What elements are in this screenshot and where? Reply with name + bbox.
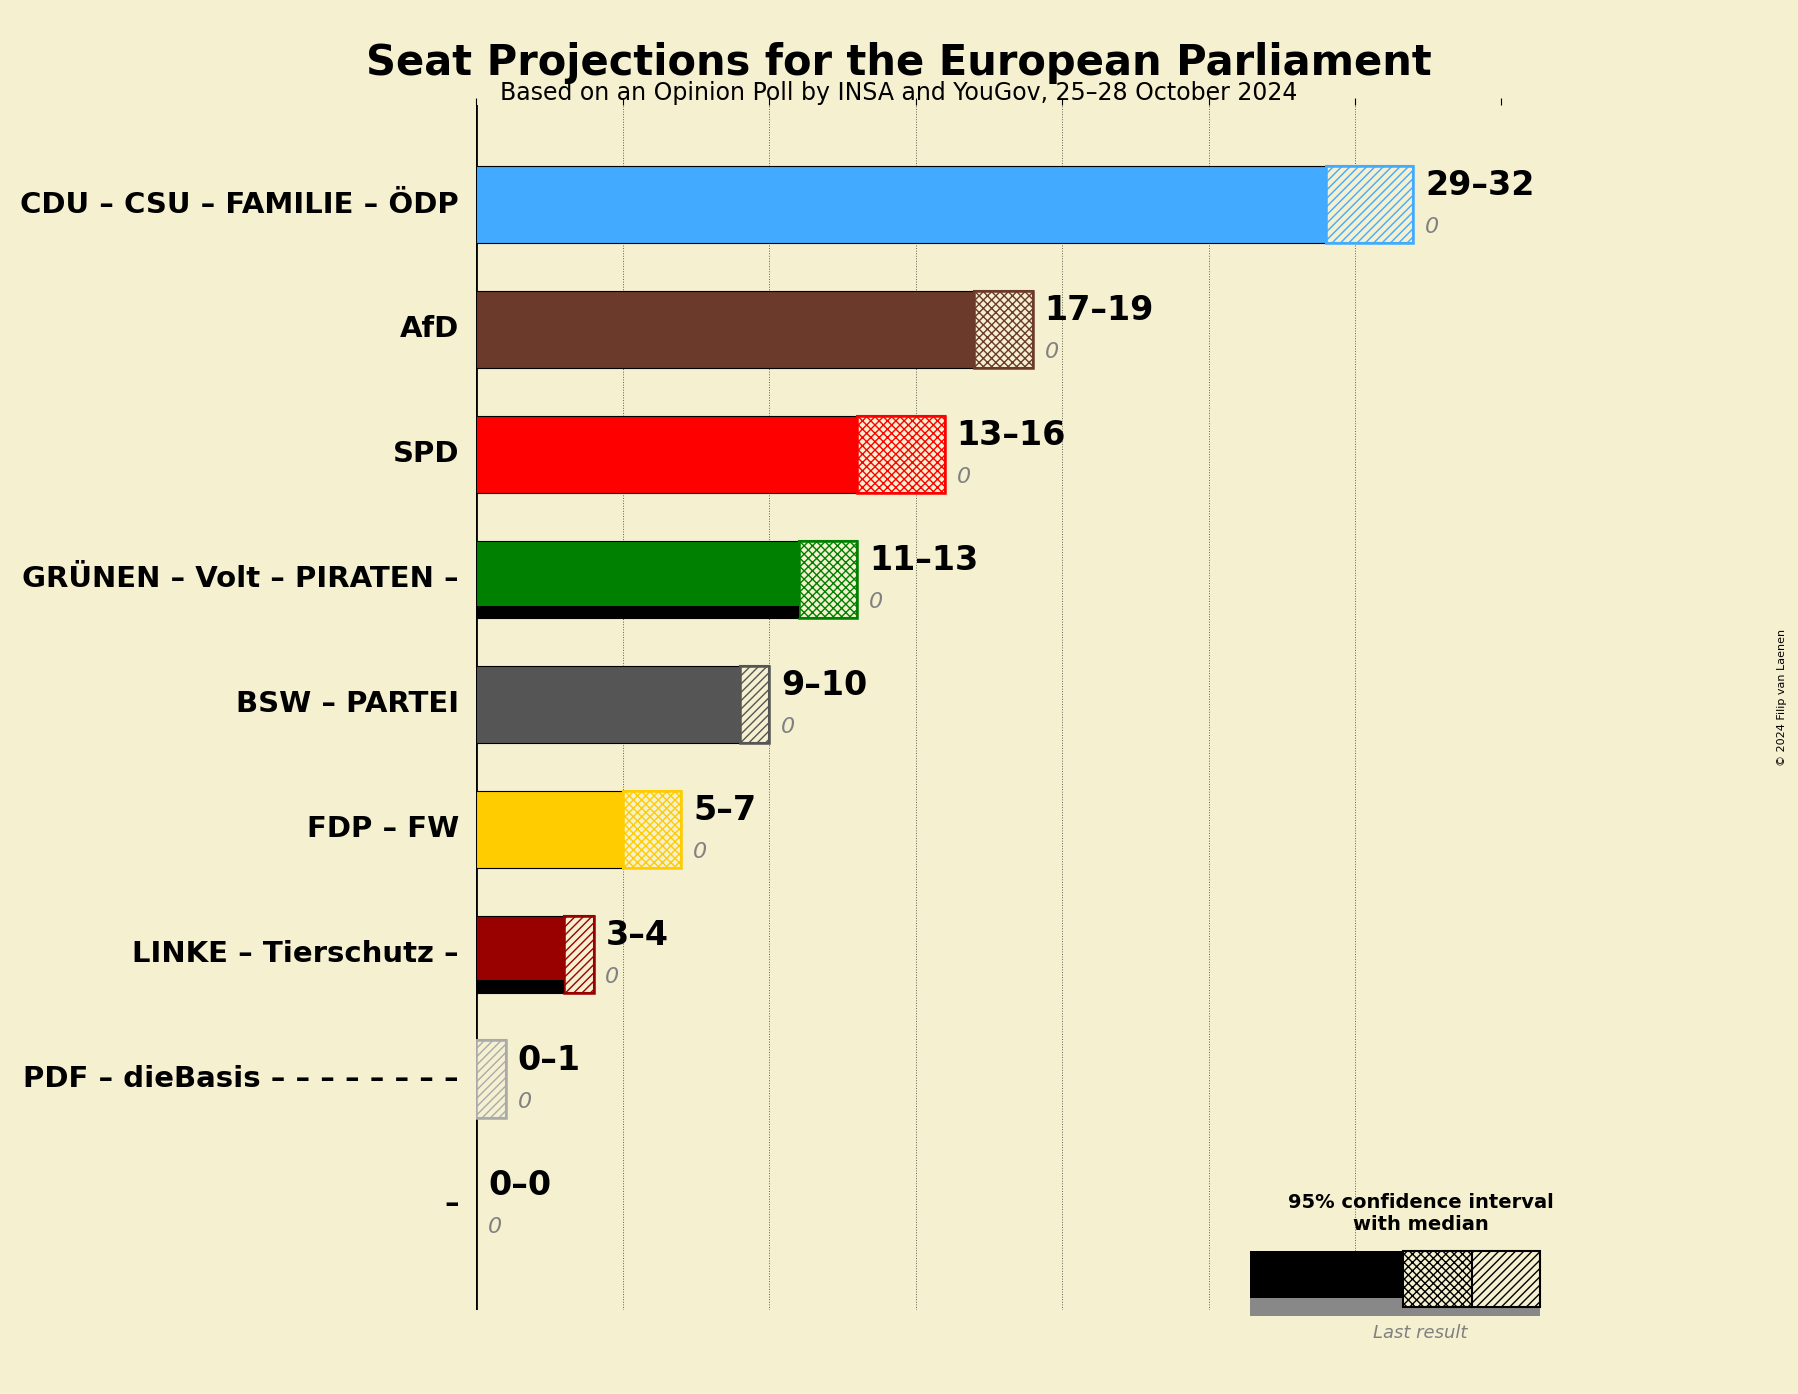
Bar: [565, 916, 593, 993]
Bar: [975, 291, 1032, 368]
Bar: [476, 916, 565, 993]
Bar: [476, 1040, 505, 1118]
Text: © 2024 Filip van Laenen: © 2024 Filip van Laenen: [1776, 629, 1787, 765]
Bar: [476, 1040, 505, 1118]
Bar: [1325, 166, 1413, 243]
Bar: [476, 166, 1325, 243]
Text: 0: 0: [518, 1092, 532, 1111]
Text: 0: 0: [1426, 217, 1440, 237]
Bar: [798, 541, 858, 618]
Text: 0: 0: [694, 842, 707, 861]
Text: 0: 0: [780, 717, 795, 737]
Text: 0: 0: [489, 1217, 502, 1236]
Text: Last result: Last result: [1374, 1324, 1467, 1342]
Text: 0: 0: [1045, 342, 1059, 362]
Text: 9–10: 9–10: [780, 669, 867, 703]
Bar: [476, 291, 975, 368]
Bar: [1250, 1298, 1539, 1316]
Bar: [741, 665, 770, 743]
Bar: [476, 980, 565, 993]
Text: 13–16: 13–16: [957, 420, 1066, 452]
Text: –: –: [444, 1190, 458, 1218]
Text: 0–0: 0–0: [489, 1170, 552, 1202]
Text: AfD: AfD: [399, 315, 458, 343]
Text: 0–1: 0–1: [518, 1044, 581, 1078]
Bar: [476, 415, 858, 493]
Text: LINKE – Tierschutz –: LINKE – Tierschutz –: [133, 940, 458, 969]
Bar: [622, 790, 681, 868]
Text: 17–19: 17–19: [1045, 294, 1154, 328]
Text: PDF – dieBasis – – – – – – – –: PDF – dieBasis – – – – – – – –: [23, 1065, 458, 1093]
Text: 29–32: 29–32: [1426, 169, 1534, 202]
Bar: [622, 790, 681, 868]
Bar: [1250, 1250, 1402, 1308]
Text: 0: 0: [868, 592, 883, 612]
Text: 11–13: 11–13: [868, 544, 978, 577]
Text: BSW – PARTEI: BSW – PARTEI: [236, 690, 458, 718]
Bar: [476, 605, 798, 618]
Text: 5–7: 5–7: [694, 795, 757, 827]
Bar: [1402, 1250, 1471, 1308]
Bar: [476, 665, 741, 743]
Bar: [1325, 166, 1413, 243]
Text: GRÜNEN – Volt – PIRATEN –: GRÜNEN – Volt – PIRATEN –: [22, 566, 458, 594]
Bar: [476, 790, 622, 868]
Text: 3–4: 3–4: [606, 919, 669, 952]
Text: 0: 0: [606, 966, 620, 987]
Text: FDP – FW: FDP – FW: [307, 815, 458, 843]
Bar: [1471, 1250, 1539, 1308]
Bar: [476, 541, 798, 618]
Bar: [565, 916, 593, 993]
Text: Seat Projections for the European Parliament: Seat Projections for the European Parlia…: [367, 42, 1431, 84]
Text: 95% confidence interval
with median: 95% confidence interval with median: [1287, 1193, 1553, 1234]
Bar: [741, 665, 770, 743]
Bar: [858, 415, 946, 493]
Text: CDU – CSU – FAMILIE – ÖDP: CDU – CSU – FAMILIE – ÖDP: [20, 191, 458, 219]
Bar: [858, 415, 946, 493]
Text: SPD: SPD: [392, 441, 458, 468]
Text: 0: 0: [957, 467, 971, 487]
Bar: [975, 291, 1032, 368]
Bar: [798, 541, 858, 618]
Text: Based on an Opinion Poll by INSA and YouGov, 25–28 October 2024: Based on an Opinion Poll by INSA and You…: [500, 81, 1298, 105]
